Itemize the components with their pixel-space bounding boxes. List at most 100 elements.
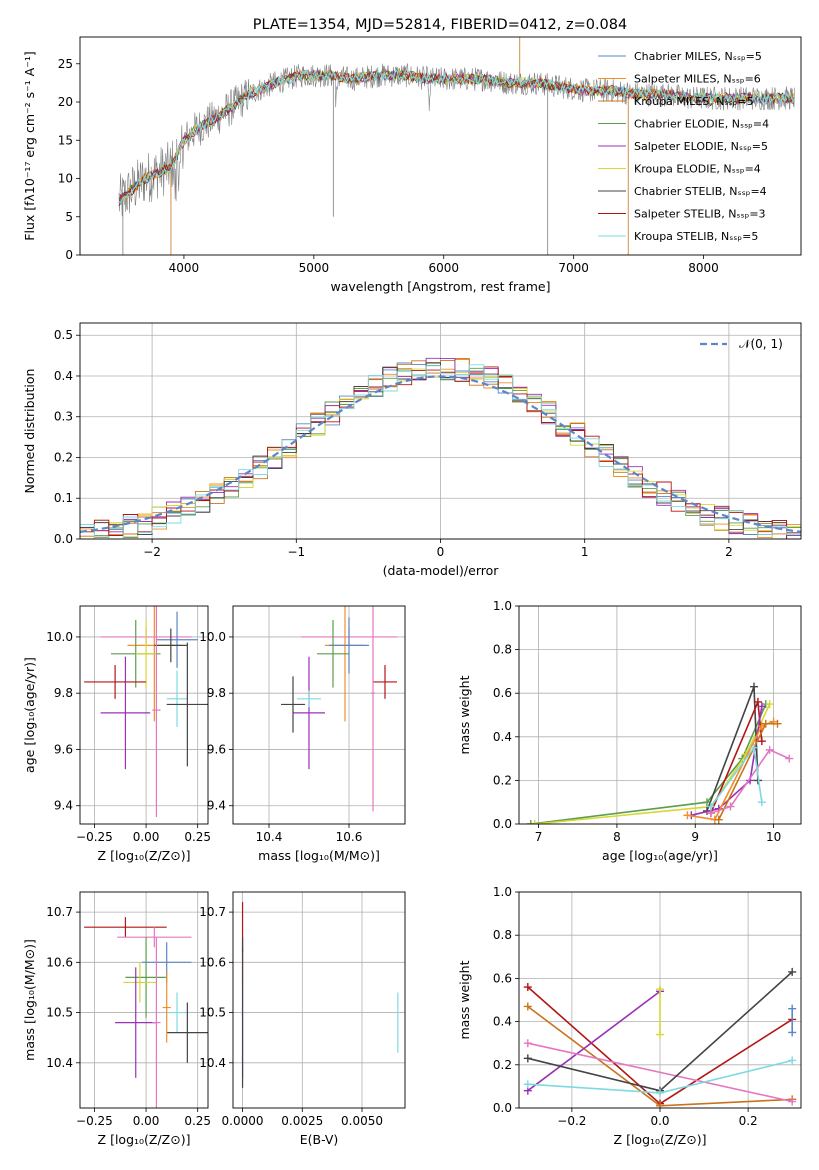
error-bar-point	[166, 992, 188, 1033]
x-axis-label: (data-model)/error	[383, 563, 500, 578]
plus-marker	[757, 798, 766, 807]
y-tick-label: 9.6	[207, 742, 226, 756]
axes-frame	[232, 891, 406, 1109]
error-bar-point	[100, 656, 151, 770]
y-tick-label: 10.6	[46, 955, 73, 969]
y-tick-label: 1.0	[493, 885, 512, 899]
legend-entry: Chabrier ELODIE, Nₛₛₚ=4	[634, 118, 769, 131]
y-tick-label: 10.5	[46, 1006, 73, 1020]
y-tick-label: 15	[58, 133, 73, 147]
y-tick-label: 0.3	[54, 410, 73, 424]
y-tick-label: 10.0	[46, 630, 73, 644]
y-axis-label: mass weight	[457, 675, 472, 754]
histogram-step	[80, 364, 801, 539]
spectrum-model-line	[118, 68, 795, 203]
y-tick-label: 0.6	[493, 686, 512, 700]
axes-frame	[79, 891, 209, 1109]
y-tick-label: 0.4	[493, 1015, 512, 1029]
plus-marker	[726, 802, 735, 811]
spectrum-model-line	[118, 70, 795, 202]
panel-mass-vs-EBV: 0.0000 0.0025 0.0050 10.4 10.5 10.6 10.7 E(B-V)	[199, 891, 406, 1147]
y-tick-label: 10.6	[199, 955, 226, 969]
axes-frame	[79, 322, 802, 540]
x-tick-label: 5000	[299, 261, 330, 275]
plus-marker	[788, 1097, 797, 1106]
error-bar-point	[152, 606, 161, 817]
normal-curve	[80, 375, 801, 533]
x-axis-label: Z [log₁₀(Z/Z⊙)]	[98, 848, 191, 863]
y-tick-label: 0.1	[54, 491, 73, 505]
axes-frame	[518, 605, 802, 825]
panel-residuals: −2 −1 0 1 2 0.0 0.1 0.2 0.3 0.4 0.5 (data-model)/er…	[22, 322, 802, 578]
chart-title: PLATE=1354, MJD=52814, FIBERID=0412, z=0…	[253, 17, 627, 33]
plot-area	[526, 682, 794, 824]
y-tick-label: 10.7	[46, 905, 73, 919]
y-tick-label: 0.2	[493, 1058, 512, 1072]
plot-area	[118, 37, 795, 255]
y-tick-label: 0.2	[493, 773, 512, 787]
plus-marker	[757, 702, 766, 711]
x-tick-label: −0.25	[76, 1114, 113, 1128]
x-axis-label: Z [log₁₀(Z/Z⊙)]	[98, 1132, 191, 1147]
plus-marker	[788, 1028, 797, 1037]
x-tick-label: −0.25	[76, 830, 113, 844]
error-bar-point	[115, 967, 157, 1078]
error-bar-point	[125, 937, 167, 1018]
plus-marker	[785, 754, 794, 763]
histogram-step	[80, 357, 801, 539]
y-tick-label: 5	[65, 210, 73, 224]
y-tick-label: 10.4	[199, 1056, 226, 1070]
legend-entry: Salpeter MILES, Nₛₛₚ=6	[634, 73, 761, 86]
plus-marker	[788, 1056, 797, 1065]
error-bar-point	[166, 1002, 208, 1063]
y-tick-label: 9.8	[207, 686, 226, 700]
y-tick-label: 0.8	[493, 643, 512, 657]
spectrum-model-line	[118, 68, 795, 204]
x-tick-label: 0.00	[133, 830, 160, 844]
plot-area	[281, 606, 397, 812]
plus-marker	[788, 967, 797, 976]
x-tick-label: 0.25	[184, 830, 211, 844]
plus-marker	[523, 983, 532, 992]
y-tick-label: 0.4	[54, 369, 73, 383]
spectrum-model-line	[118, 68, 794, 206]
y-tick-label: 0.5	[54, 328, 73, 342]
plus-marker	[523, 1002, 532, 1011]
panel-age-vs-mass: 10.4 10.6 9.4 9.6 9.8 10.0 mass [log₁₀(M/M⊙)]	[199, 605, 406, 863]
y-tick-label: 25	[58, 57, 73, 71]
x-axis-label: mass [log₁₀(M/M⊙)]	[258, 848, 380, 863]
error-bar-point	[281, 676, 305, 733]
plus-marker	[526, 820, 535, 824]
y-tick-label: 20	[58, 95, 73, 109]
x-axis-label: wavelength [Angstrom, rest frame]	[330, 279, 550, 294]
legend-entry: Salpeter STELIB, Nₛₛₚ=3	[634, 208, 766, 221]
y-axis-label: mass [log₁₀(M/M⊙)]	[22, 939, 37, 1061]
x-tick-label: −1	[287, 545, 305, 559]
legend-entry: Kroupa MILES, Nₛₛₚ=5	[634, 95, 754, 108]
error-bar-point	[166, 670, 188, 727]
y-tick-label: 0	[65, 248, 73, 262]
x-axis-label: age [log₁₀(age/yr)]	[602, 848, 718, 863]
y-axis-label: age [log₁₀(age/yr)]	[22, 657, 37, 773]
y-axis-label: Normed distribution	[22, 369, 37, 494]
x-axis-label: E(B-V)	[300, 1132, 339, 1147]
axes-frame	[518, 891, 802, 1109]
x-tick-label: 0.00	[133, 1114, 160, 1128]
x-tick-label: 7	[535, 830, 543, 844]
y-tick-label: 10.0	[199, 630, 226, 644]
spectrum-model-line	[118, 69, 795, 204]
y-tick-label: 9.8	[54, 686, 73, 700]
plus-marker	[757, 737, 766, 746]
plus-marker	[765, 700, 774, 709]
plot-area	[84, 917, 208, 1108]
error-bar-point	[162, 972, 171, 1043]
plus-marker	[714, 815, 723, 824]
legend-entry: Chabrier STELIB, Nₛₛₚ=4	[634, 185, 767, 198]
legend-entry: 𝒩(0, 1)	[739, 337, 783, 351]
spectrum-model-line	[118, 69, 794, 204]
y-tick-label: 10	[58, 172, 73, 186]
y-tick-label: 9.4	[54, 799, 73, 813]
error-bar-point	[317, 620, 349, 688]
y-axis-label: mass weight	[457, 960, 472, 1039]
